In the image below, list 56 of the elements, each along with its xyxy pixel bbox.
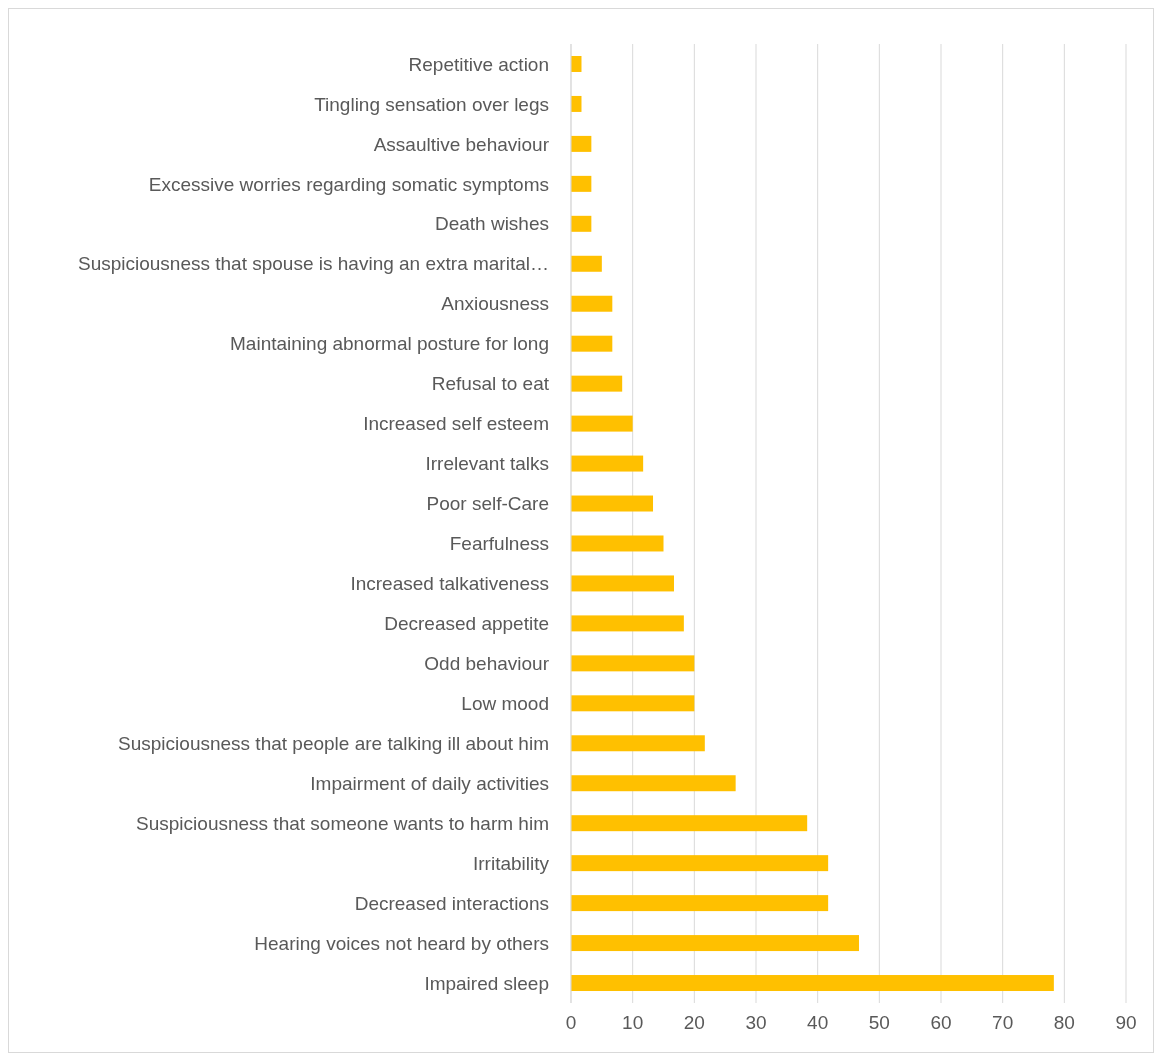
y-tick-label: Refusal to eat xyxy=(431,373,550,395)
bar xyxy=(571,375,623,392)
x-tick-label: 50 xyxy=(868,1012,890,1033)
x-tick-label: 30 xyxy=(745,1012,767,1033)
y-tick-label: Maintaining abnormal posture for long xyxy=(230,333,549,355)
y-tick-label: Anxiousness xyxy=(441,293,549,315)
y-tick-label: Repetitive action xyxy=(408,53,549,75)
y-tick-label: Irritability xyxy=(472,852,550,874)
y-tick-label: Decreased interactions xyxy=(354,892,549,914)
y-tick-label: Decreased appetite xyxy=(384,613,549,635)
y-tick-label: Excessive worries regarding somatic symptoms xyxy=(148,173,549,195)
bar xyxy=(571,815,808,832)
bar xyxy=(571,495,654,512)
bar xyxy=(571,695,695,712)
x-tick-label: 20 xyxy=(683,1012,705,1033)
x-tick-label: 10 xyxy=(622,1012,644,1033)
x-tick-label: 80 xyxy=(1053,1012,1075,1033)
bar xyxy=(571,335,613,352)
bar xyxy=(571,535,664,552)
bar xyxy=(571,255,602,272)
y-tick-label: Impairment of daily activities xyxy=(310,772,549,794)
y-tick-label: Hearing voices not heard by others xyxy=(254,932,549,954)
bar xyxy=(571,935,859,952)
bar xyxy=(571,455,644,472)
y-tick-label: Increased talkativeness xyxy=(350,573,549,595)
y-tick-label: Impaired sleep xyxy=(424,972,549,994)
y-tick-label: Suspiciousness that someone wants to harm him xyxy=(136,812,549,834)
bar xyxy=(571,895,829,912)
y-tick-label: Death wishes xyxy=(434,213,549,235)
bar xyxy=(571,655,695,672)
bar xyxy=(571,175,592,192)
x-tick-label: 40 xyxy=(807,1012,829,1033)
bar xyxy=(571,135,592,152)
bar xyxy=(571,775,736,792)
y-tick-label: Increased self esteem xyxy=(363,413,549,435)
bar xyxy=(571,415,633,432)
x-tick-label: 0 xyxy=(565,1012,577,1033)
bar xyxy=(571,295,613,312)
y-tick-label: Suspiciousness that spouse is having an extra marital… xyxy=(77,253,549,275)
bar xyxy=(571,735,705,752)
bar xyxy=(571,615,684,632)
y-tick-label: Suspiciousness that people are talking ill about him xyxy=(118,732,549,754)
bar xyxy=(571,855,829,872)
y-tick-label: Fearfulness xyxy=(449,533,549,555)
y-tick-label: Tingling sensation over legs xyxy=(314,93,549,115)
y-tick-label: Irrelevant talks xyxy=(425,453,549,475)
y-tick-label: Odd behaviour xyxy=(424,653,550,674)
x-tick-label: 90 xyxy=(1115,1012,1137,1033)
y-tick-label: Low mood xyxy=(461,692,549,714)
x-tick-label: 60 xyxy=(930,1012,952,1033)
y-tick-label: Poor self-Care xyxy=(426,493,549,515)
bar xyxy=(571,215,592,232)
y-tick-label: Assaultive behaviour xyxy=(373,133,550,155)
x-tick-label: 70 xyxy=(992,1012,1014,1033)
bar xyxy=(571,975,1054,992)
bar xyxy=(571,575,674,592)
